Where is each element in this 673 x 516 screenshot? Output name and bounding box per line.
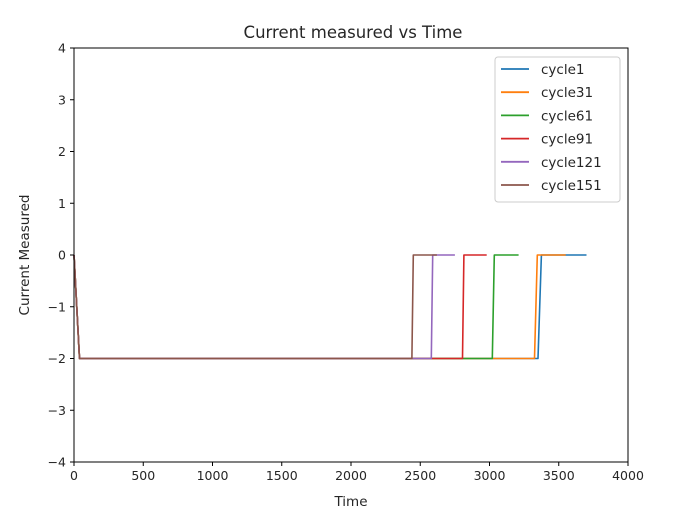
legend-label-cycle61: cycle61 (541, 108, 593, 124)
series-line-cycle91 (73, 254, 487, 360)
legend-label-cycle31: cycle31 (541, 85, 593, 101)
legend-label-cycle91: cycle91 (541, 132, 593, 148)
x-tick-label: 1000 (197, 468, 229, 483)
x-tick-label: 2500 (404, 468, 436, 483)
y-tick-label: 2 (58, 144, 66, 159)
series-line-cycle1 (73, 254, 587, 360)
legend-label-cycle121: cycle121 (541, 155, 602, 171)
legend-label-cycle1: cycle1 (541, 62, 584, 78)
y-tick-label: −3 (48, 403, 66, 418)
x-tick-label: 3000 (474, 468, 506, 483)
series-line-cycle151 (73, 254, 437, 360)
x-tick-label: 0 (70, 468, 78, 483)
series-line-cycle121 (73, 254, 455, 360)
legend-label-cycle151: cycle151 (541, 178, 602, 194)
y-tick-label: 0 (58, 248, 66, 263)
x-axis-ticks: 0 500 1000 1500 2000 2500 3000 3500 4000 (70, 462, 644, 483)
y-axis-ticks: −4 −3 −2 −1 0 1 2 3 4 (48, 41, 74, 470)
y-axis-label: Current Measured (17, 195, 33, 316)
x-tick-label: 500 (131, 468, 155, 483)
x-tick-label: 2000 (335, 468, 367, 483)
y-tick-label: 3 (58, 92, 66, 107)
chart-title: Current measured vs Time (244, 23, 463, 42)
y-tick-label: 4 (58, 41, 66, 56)
x-axis-label: Time (333, 494, 367, 510)
y-tick-label: −1 (48, 299, 66, 314)
y-tick-label: 1 (58, 196, 66, 211)
series-line-cycle61 (73, 254, 519, 360)
legend-box (494, 56, 621, 203)
x-tick-label: 3500 (543, 468, 575, 483)
y-tick-label: −4 (48, 455, 66, 470)
legend: cycle1 cycle31 cycle61 cycle91 cycle121 cycle… (494, 56, 621, 203)
y-tick-label: −2 (48, 351, 66, 366)
x-tick-label: 1500 (266, 468, 298, 483)
x-tick-label: 4000 (612, 468, 644, 483)
